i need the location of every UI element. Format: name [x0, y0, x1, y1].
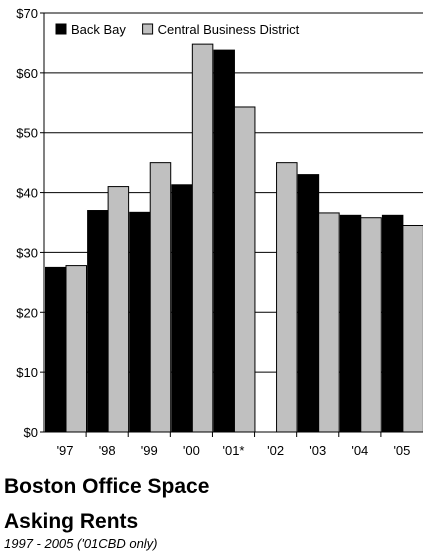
x-tick-label: '03 [309, 443, 326, 458]
bar-back-bay [213, 49, 235, 433]
bar-back-bay [297, 174, 320, 433]
bar-back-bay [87, 210, 109, 433]
x-tick-label: '97 [57, 443, 74, 458]
x-tick-label: '04 [351, 443, 368, 458]
legend-swatch [142, 23, 154, 35]
bar-central-business-district [191, 43, 214, 433]
bar-central-business-district [360, 217, 382, 433]
bar-central-business-district [233, 106, 256, 433]
y-tick-label: $50 [16, 126, 38, 141]
y-tick-label: $30 [16, 245, 38, 260]
x-tick-label: '00 [183, 443, 200, 458]
legend-label: Back Bay [71, 22, 126, 37]
chart-title-line-2: Asking Rents [4, 510, 139, 533]
legend-swatch [55, 23, 67, 35]
bar-central-business-district [318, 212, 340, 433]
bar-back-bay [129, 211, 151, 433]
bar-central-business-district [149, 162, 172, 433]
x-tick-label: '01* [222, 443, 244, 458]
bar-central-business-district [276, 162, 298, 433]
bar-chart: $0 $10 $20 $30 $40 $50 $60 $70 '97 '98 '99 '00 '01* '… [16, 6, 423, 458]
y-tick-label: $60 [16, 66, 38, 81]
y-tick-label: $40 [16, 186, 38, 201]
bar-central-business-district [107, 186, 130, 433]
y-tick-label: $20 [16, 305, 38, 320]
chart-title-line-1: Boston Office Space [4, 475, 210, 498]
chart-subtitle: 1997 - 2005 ('01CBD only) [4, 536, 158, 551]
x-tick-label: '02 [267, 443, 284, 458]
x-tick-label: '99 [141, 443, 158, 458]
x-tick-label: '05 [393, 443, 410, 458]
bar-central-business-district [65, 265, 87, 433]
y-tick-label: $0 [24, 425, 38, 440]
bar-back-bay [381, 214, 404, 433]
bar-back-bay [171, 184, 193, 433]
y-tick-label: $70 [16, 6, 38, 21]
y-tick-label: $10 [16, 365, 38, 380]
legend-label: Central Business District [158, 22, 300, 37]
bar-back-bay [45, 266, 67, 433]
bar-back-bay [339, 214, 362, 433]
x-tick-label: '98 [99, 443, 116, 458]
bar-central-business-district [402, 224, 423, 433]
